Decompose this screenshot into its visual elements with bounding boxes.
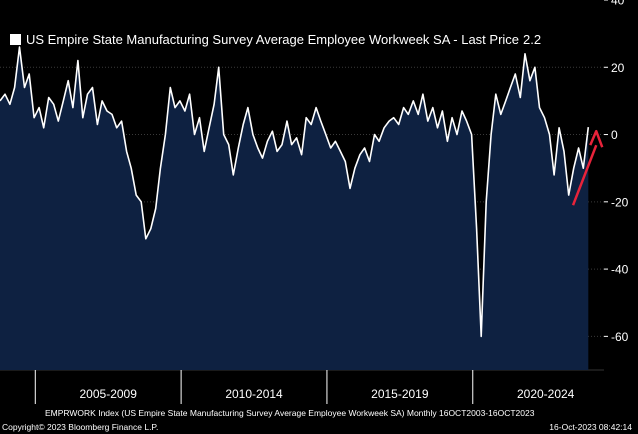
area-layer	[0, 47, 589, 370]
footer-copyright: Copyright© 2023 Bloomberg Finance L.P.	[2, 422, 159, 432]
arrow-head	[589, 129, 604, 148]
y-tick-label: 40	[611, 0, 625, 8]
x-period-label: 2015-2019	[371, 387, 429, 401]
y-tick-label: 20	[611, 61, 625, 75]
y-tick-label: -40	[611, 263, 629, 277]
footer-source: EMPRWORK Index (US Empire State Manufact…	[45, 408, 535, 418]
x-axis: 2005-2009 2010-2014 2015-2019 2020-2024	[34, 370, 575, 404]
series-line-layer	[0, 46, 590, 338]
y-axis: 40 20 0 -20 -40 -60	[604, 0, 629, 344]
legend-title: US Empire State Manufacturing Survey Ave…	[26, 32, 520, 47]
x-period-label: 2010-2014	[225, 387, 283, 401]
legend-swatch	[10, 34, 21, 45]
annotation-layer	[571, 129, 604, 206]
x-period-label: 2020-2024	[517, 387, 575, 401]
series-line	[0, 46, 590, 338]
series-area	[0, 47, 589, 370]
y-tick-label: -60	[611, 330, 629, 344]
legend-last-price: 2.2	[523, 32, 542, 47]
arrow-shaft	[571, 144, 598, 206]
x-period-label: 2005-2009	[80, 387, 138, 401]
legend: US Empire State Manufacturing Survey Ave…	[10, 32, 541, 47]
footer-timestamp: 16-Oct-2023 08:42:14	[549, 422, 632, 432]
y-tick-label: -20	[611, 195, 629, 209]
y-tick-label: 0	[611, 128, 618, 142]
